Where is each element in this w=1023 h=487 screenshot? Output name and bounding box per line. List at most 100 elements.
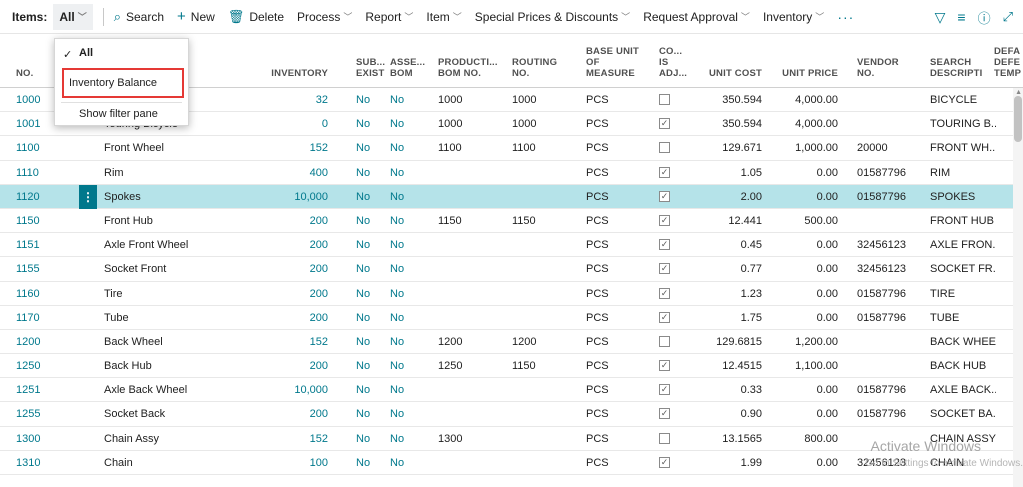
cell-inventory[interactable]: 400 xyxy=(309,166,328,179)
cell-sub-exist[interactable]: No xyxy=(356,456,371,469)
cell-sub-exist[interactable]: No xyxy=(356,287,371,300)
cost-adjusted-checkbox[interactable]: ✓ xyxy=(659,408,670,420)
cell-no[interactable]: 1110 xyxy=(16,166,39,179)
col-base-unit[interactable]: BASE UNIT OF MEASURE xyxy=(586,46,639,79)
scroll-up-icon[interactable]: ▲ xyxy=(1015,89,1022,96)
col-inventory[interactable]: INVENTORY xyxy=(271,68,328,79)
info-icon[interactable]: ⓘ xyxy=(977,10,991,26)
filter-icon[interactable]: ▽ xyxy=(934,8,946,25)
cell-sub-exist[interactable]: No xyxy=(356,214,371,227)
vertical-scrollbar[interactable] xyxy=(1013,88,1023,487)
cost-adjusted-checkbox[interactable] xyxy=(659,432,670,444)
cell-no[interactable]: 1255 xyxy=(16,408,41,421)
cell-inventory[interactable]: 152 xyxy=(309,335,328,348)
cell-sub-exist[interactable]: No xyxy=(356,190,371,203)
table-row[interactable]: 1155 Socket Front 200 No No PCS 0.77 0.00 324561… xyxy=(0,257,1013,282)
process-menu[interactable]: Process ﹀ xyxy=(297,10,352,24)
cell-assembly-bom[interactable]: No xyxy=(390,239,405,252)
search-button[interactable]: ⌕ Search xyxy=(114,9,164,25)
cell-no[interactable]: 1000 xyxy=(16,94,41,106)
cell-no[interactable]: 1250 xyxy=(16,360,41,373)
col-no[interactable]: NO. xyxy=(16,68,34,79)
cell-inventory[interactable]: 200 xyxy=(309,408,328,421)
view-option-all[interactable]: All xyxy=(79,47,94,59)
cost-adjusted-checkbox[interactable] xyxy=(659,94,670,105)
cell-assembly-bom[interactable]: No xyxy=(390,287,405,300)
scrollbar-thumb[interactable] xyxy=(1014,96,1022,142)
table-row[interactable]: 1100 Front Wheel 152 No No 1100 1100 PCS 129.671… xyxy=(0,136,1013,161)
cell-no[interactable]: 1151 xyxy=(16,239,40,252)
cell-inventory[interactable]: 0 xyxy=(321,118,328,131)
cell-assembly-bom[interactable]: No xyxy=(390,190,405,203)
cell-no[interactable]: 1251 xyxy=(16,384,41,397)
cell-sub-exist[interactable]: No xyxy=(356,118,371,131)
table-row[interactable]: 1251 Axle Back Wheel 10,000 No No PCS 0.33 0.00… xyxy=(0,378,1013,403)
report-menu[interactable]: Report ﹀ xyxy=(365,10,413,24)
cell-no[interactable]: 1170 xyxy=(16,311,40,324)
cell-inventory[interactable]: 200 xyxy=(309,311,328,324)
cell-inventory[interactable]: 200 xyxy=(309,214,328,227)
cell-inventory[interactable]: 32 xyxy=(315,94,328,106)
cost-adjusted-checkbox[interactable]: ✓ xyxy=(659,214,670,226)
cell-sub-exist[interactable]: No xyxy=(356,166,371,179)
cost-adjusted-checkbox[interactable]: ✓ xyxy=(659,166,670,178)
cell-no[interactable]: 1155 xyxy=(16,263,40,276)
cell-no[interactable]: 1100 xyxy=(16,142,40,155)
cell-assembly-bom[interactable]: No xyxy=(390,408,405,421)
cost-adjusted-checkbox[interactable]: ✓ xyxy=(659,384,670,396)
cell-sub-exist[interactable]: No xyxy=(356,335,371,348)
table-row[interactable]: 1200 Back Wheel 152 No No 1200 1200 PCS 129.6815… xyxy=(0,330,1013,355)
cell-inventory[interactable]: 152 xyxy=(309,142,328,155)
cell-no[interactable]: 1200 xyxy=(16,335,41,348)
cell-assembly-bom[interactable]: No xyxy=(390,456,405,469)
cell-assembly-bom[interactable]: No xyxy=(390,384,405,397)
col-asse-bom[interactable]: ASSE... BOM xyxy=(390,57,426,79)
col-unit-cost[interactable]: UNIT COST xyxy=(709,68,762,79)
inventory-menu[interactable]: Inventory ﹀ xyxy=(763,10,824,24)
col-sub-exist[interactable]: SUB... EXIST xyxy=(356,57,386,79)
cell-no[interactable]: 1001 xyxy=(16,118,41,131)
cost-adjusted-checkbox[interactable]: ✓ xyxy=(659,239,670,251)
cell-assembly-bom[interactable]: No xyxy=(390,142,405,155)
table-row[interactable]: 1255 Socket Back 200 No No PCS 0.90 0.00 0158779… xyxy=(0,402,1013,427)
cell-inventory[interactable]: 200 xyxy=(309,263,328,276)
col-production-bom[interactable]: PRODUCTI... BOM NO. xyxy=(438,57,498,79)
cell-sub-exist[interactable]: No xyxy=(356,142,371,155)
cost-adjusted-checkbox[interactable]: ✓ xyxy=(659,456,670,468)
table-row[interactable]: 1151 Axle Front Wheel 200 No No PCS 0.45 0.00 32… xyxy=(0,233,1013,258)
cell-sub-exist[interactable]: No xyxy=(356,94,371,106)
cell-assembly-bom[interactable]: No xyxy=(390,166,405,179)
cell-sub-exist[interactable]: No xyxy=(356,263,371,276)
col-search-description[interactable]: SEARCH DESCRIPTI xyxy=(930,57,983,79)
row-actions-icon[interactable]: ⋮ xyxy=(79,184,97,209)
cell-no[interactable]: 1300 xyxy=(16,432,41,445)
cell-sub-exist[interactable]: No xyxy=(356,239,371,252)
item-menu[interactable]: Item ﹀ xyxy=(426,10,461,24)
cell-inventory[interactable]: 100 xyxy=(309,456,328,469)
cost-adjusted-checkbox[interactable]: ✓ xyxy=(659,190,670,202)
cell-inventory[interactable]: 10,000 xyxy=(294,190,328,203)
cell-sub-exist[interactable]: No xyxy=(356,432,371,445)
request-approval-menu[interactable]: Request Approval ﹀ xyxy=(643,10,750,24)
table-row[interactable]: 1300 Chain Assy 152 No No 1300 PCS 13.1565 800.0… xyxy=(0,427,1013,451)
cost-adjusted-checkbox[interactable] xyxy=(659,335,670,347)
cell-inventory[interactable]: 200 xyxy=(309,239,328,252)
cost-adjusted-checkbox[interactable]: ✓ xyxy=(659,311,670,323)
cell-assembly-bom[interactable]: No xyxy=(390,94,405,106)
view-selector[interactable]: All ﹀ xyxy=(53,3,93,30)
cell-no[interactable]: 1310 xyxy=(16,456,41,469)
table-row[interactable]: 1310 Chain 100 No No PCS 1.99 0.00 32456123 CHAIN… xyxy=(0,451,1013,475)
col-vendor-no[interactable]: VENDOR NO. xyxy=(857,57,899,79)
cell-sub-exist[interactable]: No xyxy=(356,311,371,324)
special-prices-menu[interactable]: Special Prices & Discounts ﹀ xyxy=(475,10,630,24)
cell-inventory[interactable]: 152 xyxy=(309,432,328,445)
cost-adjusted-checkbox[interactable]: ✓ xyxy=(659,118,670,130)
cost-adjusted-checkbox[interactable]: ✓ xyxy=(659,263,670,275)
cell-sub-exist[interactable]: No xyxy=(356,360,371,373)
col-default[interactable]: DEFA DEFE TEMP xyxy=(994,46,1022,79)
cell-sub-exist[interactable]: No xyxy=(356,384,371,397)
table-row[interactable]: 1170 Tube 200 No No PCS 1.75 0.00 01587796 TUBE ✓ xyxy=(0,306,1013,330)
table-row[interactable]: 1120 Spokes 10,000 No No PCS 2.00 0.00 01587796 S… xyxy=(0,184,1013,209)
cost-adjusted-checkbox[interactable]: ✓ xyxy=(659,287,670,299)
view-option-inventory-balance[interactable]: Inventory Balance xyxy=(69,77,158,89)
